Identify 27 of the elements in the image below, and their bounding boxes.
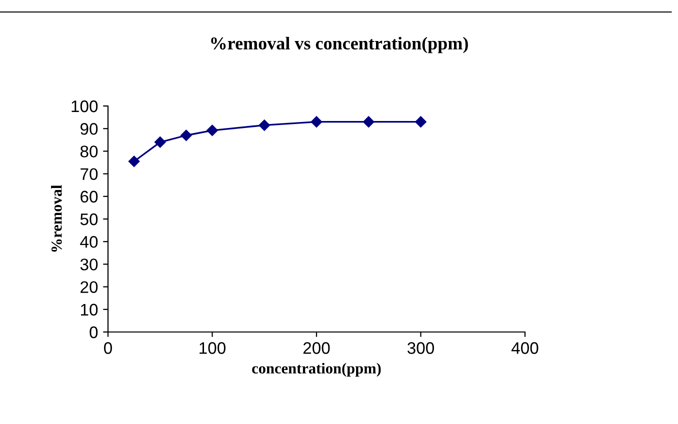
y-tick-label: 30: [80, 258, 98, 270]
y-tick-label: 50: [80, 213, 98, 226]
y-tick-label: 90: [80, 123, 98, 135]
chart-title: %removal vs concentration(ppm): [211, 36, 468, 54]
point: [128, 156, 140, 167]
y-tick-label: 20: [80, 281, 98, 294]
point: [206, 124, 218, 136]
x-tick-label: 200: [303, 342, 330, 354]
point: [415, 116, 426, 128]
x-tick-label: 400: [511, 342, 538, 354]
y-tick-label: 100: [72, 100, 98, 112]
x-tick-label: 300: [407, 342, 434, 354]
y-tick-label: 70: [80, 168, 98, 180]
x-axis-title: concentration(ppm): [252, 362, 381, 377]
x-tick-label: 0: [104, 342, 112, 354]
y-tick-label: 0: [90, 326, 98, 338]
point: [363, 116, 374, 128]
point: [258, 120, 270, 131]
y-tick-label: 80: [80, 146, 98, 158]
point: [180, 130, 192, 141]
y-axis-title: %removal: [51, 185, 62, 252]
y-tick-label: 40: [80, 236, 98, 248]
y-tick-label: 60: [80, 190, 98, 203]
y-tick-label: 10: [81, 304, 98, 316]
point: [154, 136, 166, 148]
point: [310, 116, 322, 128]
x-tick-label: 100: [200, 342, 226, 354]
